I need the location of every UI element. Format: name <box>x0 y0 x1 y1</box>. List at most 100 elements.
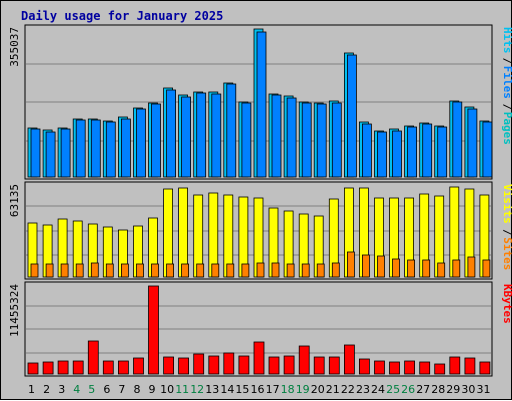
bar-kbytes-day-31 <box>479 361 491 375</box>
bar-kbytes-day-6 <box>102 360 114 375</box>
bar-sites-day-16 <box>256 262 265 278</box>
bar-sites-day-13 <box>211 263 220 278</box>
legend-separator: / <box>501 104 512 111</box>
x-tick-label-day-1: 1 <box>28 383 35 396</box>
panel-max-label: 355037 <box>8 27 21 67</box>
bar-files-day-30 <box>467 108 478 178</box>
bar-kbytes-day-20 <box>313 356 325 375</box>
x-tick-label-day-29: 29 <box>446 383 460 396</box>
bar-sites-day-2 <box>45 263 54 278</box>
chart-title: Daily usage for January 2025 <box>21 9 223 23</box>
bar-files-day-3 <box>60 128 71 178</box>
bar-files-day-16 <box>256 31 267 178</box>
x-tick-label-day-14: 14 <box>220 383 234 396</box>
bar-sites-day-27 <box>422 259 431 278</box>
bar-sites-day-28 <box>437 262 446 278</box>
bar-sites-day-14 <box>226 263 235 278</box>
bar-files-day-25 <box>392 130 402 178</box>
bar-files-day-26 <box>407 126 418 178</box>
x-tick-label-day-12: 12 <box>190 383 204 396</box>
bar-kbytes-day-24 <box>374 360 385 375</box>
bar-files-day-17 <box>271 94 282 178</box>
panel-max-label: 11455324 <box>8 284 21 337</box>
bar-files-day-9 <box>151 103 161 178</box>
bar-files-day-28 <box>437 126 448 178</box>
bar-kbytes-day-17 <box>268 356 280 375</box>
bar-files-day-27 <box>422 123 433 178</box>
bar-sites-day-9 <box>151 263 159 278</box>
x-tick-label-day-24: 24 <box>371 383 385 396</box>
panel-max-label: 63135 <box>8 184 21 217</box>
bar-kbytes-day-30 <box>464 357 476 375</box>
bar-files-day-11 <box>181 96 192 178</box>
x-tick-label-day-13: 13 <box>205 383 219 396</box>
x-tick-label-day-20: 20 <box>311 383 325 396</box>
bar-sites-day-10 <box>166 263 175 278</box>
bar-sites-day-1 <box>30 263 39 278</box>
x-tick-label-day-8: 8 <box>134 383 141 396</box>
bar-kbytes-day-13 <box>208 355 220 375</box>
x-tick-label-day-28: 28 <box>431 383 445 396</box>
legend-visits: Visits <box>501 184 512 224</box>
x-tick-label-day-19: 19 <box>296 383 310 396</box>
bar-files-day-2 <box>45 131 56 178</box>
bar-files-day-6 <box>105 121 116 178</box>
x-tick-label-day-17: 17 <box>266 383 280 396</box>
bar-files-day-13 <box>211 93 222 178</box>
x-tick-label-day-5: 5 <box>88 383 95 396</box>
legend-kbytes: KBytes <box>501 284 512 324</box>
legend-separator: / <box>501 229 512 236</box>
bar-kbytes-day-12 <box>193 353 205 375</box>
bar-sites-day-26 <box>407 259 416 278</box>
bar-kbytes-day-18 <box>283 355 295 375</box>
x-tick-label-day-9: 9 <box>149 383 156 396</box>
bar-kbytes-day-3 <box>57 360 69 375</box>
legend-files: Files <box>501 66 512 99</box>
x-tick-label-day-25: 25 <box>386 383 400 396</box>
x-tick-label-day-18: 18 <box>281 383 295 396</box>
bar-sites-day-5 <box>90 262 99 278</box>
x-tick-label-day-11: 11 <box>175 383 189 396</box>
bar-kbytes-day-19 <box>298 345 310 375</box>
x-tick-label-day-22: 22 <box>341 383 355 396</box>
bar-sites-day-31 <box>482 259 491 278</box>
legend-separator: / <box>501 58 512 65</box>
bar-kbytes-day-11 <box>178 357 190 375</box>
x-tick-label-day-26: 26 <box>401 383 415 396</box>
legend-pages: Pages <box>501 112 512 145</box>
bar-files-day-22 <box>346 54 357 178</box>
bar-kbytes-day-16 <box>253 341 265 375</box>
bar-sites-day-18 <box>286 263 295 278</box>
bar-kbytes-day-4 <box>72 360 84 375</box>
bar-files-day-12 <box>196 92 207 178</box>
x-tick-label-day-23: 23 <box>356 383 370 396</box>
bar-sites-day-30 <box>467 256 476 278</box>
x-tick-label-day-6: 6 <box>103 383 110 396</box>
x-tick-label-day-30: 30 <box>461 383 475 396</box>
bar-files-day-24 <box>377 131 387 178</box>
bar-kbytes-day-8 <box>133 357 144 375</box>
bar-sites-day-29 <box>452 259 461 278</box>
bar-kbytes-day-29 <box>449 356 461 375</box>
x-tick-label-day-4: 4 <box>73 383 80 396</box>
bar-files-day-1 <box>30 128 41 178</box>
bar-kbytes-day-15 <box>238 355 250 375</box>
legend-sites: Sites <box>501 237 512 270</box>
bar-files-day-23 <box>361 123 372 178</box>
bar-kbytes-day-1 <box>27 362 39 375</box>
bar-files-day-15 <box>241 102 252 178</box>
x-tick-label-day-7: 7 <box>118 383 125 396</box>
bar-sites-day-12 <box>196 263 205 278</box>
bar-sites-day-21 <box>331 262 340 278</box>
bar-kbytes-day-9 <box>148 285 159 375</box>
x-tick-label-day-10: 10 <box>160 383 174 396</box>
bar-sites-day-22 <box>346 251 355 278</box>
bar-files-day-8 <box>136 108 146 178</box>
bar-kbytes-day-25 <box>389 361 400 375</box>
bar-sites-day-8 <box>136 263 144 278</box>
x-tick-label-day-27: 27 <box>416 383 430 396</box>
bar-sites-day-20 <box>316 263 325 278</box>
bar-kbytes-day-26 <box>404 360 416 375</box>
bar-files-day-21 <box>331 102 342 178</box>
